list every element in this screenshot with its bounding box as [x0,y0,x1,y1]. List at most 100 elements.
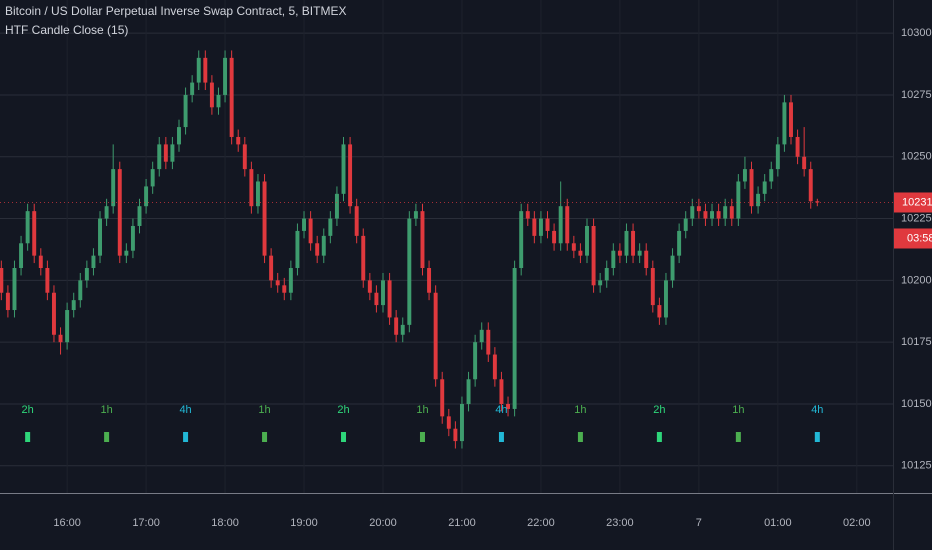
candle-body [354,206,359,236]
candle-body [644,250,649,269]
candle-body [137,206,142,226]
x-tick-label: 21:00 [448,517,476,529]
candle-body [525,211,530,219]
candle-body [170,144,175,162]
htf-marker [104,432,110,442]
candle-body [677,230,682,256]
candle-body [532,218,537,236]
y-tick-label: 10250.0 [901,151,932,163]
htf-marker [735,432,741,442]
candle-body [196,57,201,83]
candle-body [104,206,109,219]
candle-body [242,144,247,170]
htf-label: 1h [416,404,428,416]
candle-body [328,218,333,236]
candle-body [157,144,162,170]
candle-body [775,144,780,170]
candles [0,50,893,449]
candle-body [341,144,346,194]
candle-body [696,206,701,212]
htf-marker [262,432,268,442]
candle-body [84,268,89,281]
htf-label: 2h [653,404,665,416]
candle-body [499,379,504,404]
candle-body [413,211,418,219]
countdown-label: 03:58 [907,232,932,244]
candle-body [229,57,234,137]
candle-body [150,169,155,187]
candle-body [670,255,675,281]
candle-body [216,94,221,108]
candle-body [604,268,609,281]
candle-body [223,57,228,95]
y-tick-label: 10300.0 [901,27,932,39]
candle-body [249,169,254,207]
candle-body [45,268,50,293]
candle-body [255,181,260,207]
htf-label: 1h [732,404,744,416]
candle-body [552,230,557,244]
candle-body [690,206,695,219]
candle-body [177,127,181,145]
countdown-tag [894,228,932,249]
last-price-label: 10231.5 [902,196,932,208]
candle-body [302,218,307,231]
candle-body [374,292,379,306]
candle-body [453,428,458,442]
candle-body [58,334,63,343]
candle-body [663,280,668,318]
candle-body [723,206,728,219]
htf-marker [656,432,662,442]
candle-body [163,144,168,162]
candle-body [486,329,491,355]
candle-body [124,250,129,256]
candle-body [473,342,478,380]
htf-label: 4h [179,404,191,416]
candle-body [5,292,10,311]
candle-body [808,169,813,202]
indicator-title: HTF Candle Close (15) [5,23,128,37]
candle-body [736,181,741,219]
x-tick-label: 01:00 [764,517,792,529]
y-tick-label: 10200.0 [901,274,932,286]
chart-title: Bitcoin / US Dollar Perpetual Inverse Sw… [5,4,346,18]
x-tick-label: 23:00 [606,517,634,529]
candle-body [91,255,96,269]
candle-body [815,201,820,203]
y-tick-label: 10175.0 [901,336,932,348]
candle-body [710,211,715,219]
x-tick-label: 7 [696,517,702,529]
candle-body [749,169,754,207]
candle-body [387,280,392,318]
candle-body [802,156,807,170]
candle-body [308,218,313,244]
candle-body [729,206,734,219]
x-tick-label: 16:00 [53,517,81,529]
candle-body [32,211,37,256]
candle-body [236,136,241,145]
candle-body [650,268,655,306]
candle-body [683,218,688,231]
y-tick-label: 10150.0 [901,398,932,410]
x-tick-label: 19:00 [290,517,318,529]
x-tick-label: 17:00 [132,517,160,529]
candle-body [795,136,800,157]
candle-body [19,243,24,269]
htf-marker [498,432,504,442]
htf-label: 2h [337,404,349,416]
candle-body [716,211,721,219]
candle-body [0,268,4,293]
y-tick-label: 10275.0 [901,89,932,101]
candle-body [769,169,774,182]
htf-label: 1h [258,404,270,416]
candle-body [611,250,616,269]
candle-body [631,230,636,256]
candle-body [420,211,425,269]
candle-body [348,144,353,207]
candle-body [321,235,326,256]
x-tick-label: 02:00 [843,517,871,529]
candle-body [144,186,149,207]
candle-body [190,82,195,95]
